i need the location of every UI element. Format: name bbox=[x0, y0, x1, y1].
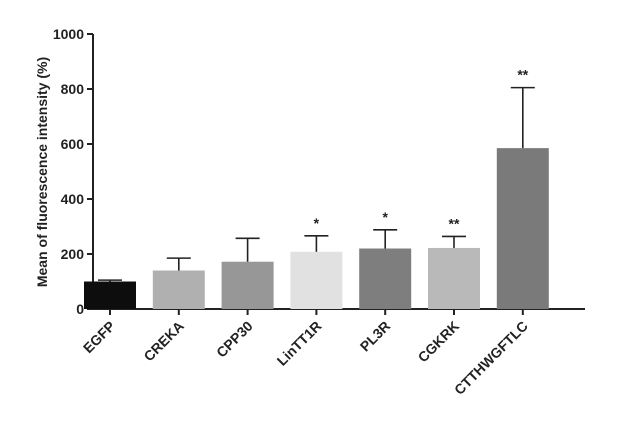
significance-marker: ** bbox=[517, 67, 528, 83]
bar-creka bbox=[152, 270, 205, 309]
y-tick-label: 400 bbox=[61, 191, 85, 207]
y-tick-label: 800 bbox=[61, 81, 85, 97]
x-tick-label: CPP30 bbox=[213, 318, 256, 361]
x-tick-label: CREKA bbox=[140, 318, 187, 365]
bar-cgkrk bbox=[428, 247, 480, 309]
significance-marker: ** bbox=[449, 215, 460, 231]
x-tick-label: CGKRK bbox=[415, 318, 463, 366]
y-tick-label: 1000 bbox=[53, 26, 84, 42]
significance-marker: * bbox=[314, 215, 320, 231]
y-tick-label: 600 bbox=[61, 136, 85, 152]
bar-pl3r bbox=[359, 248, 412, 309]
x-tick-label: PL3R bbox=[357, 318, 394, 355]
x-tick-label: CTTHWGFTLC bbox=[451, 318, 531, 398]
plot-area: 0 200 400 600 800 1000 EGFP CREKA CPP30 * LinTT1R *… bbox=[53, 26, 585, 398]
significance-marker: * bbox=[382, 209, 388, 225]
y-axis-title: Mean of fluorescence intensity (%) bbox=[34, 57, 50, 287]
bar-egfp bbox=[84, 281, 136, 309]
bar-lintt1r bbox=[290, 251, 343, 309]
bar-cpp30 bbox=[221, 261, 274, 309]
y-tick-label: 0 bbox=[76, 301, 84, 317]
x-tick-label: EGFP bbox=[80, 318, 118, 356]
y-tick-label: 200 bbox=[61, 246, 85, 262]
bar-ctthwgftlc bbox=[496, 148, 549, 309]
x-tick-label: LinTT1R bbox=[274, 318, 325, 369]
